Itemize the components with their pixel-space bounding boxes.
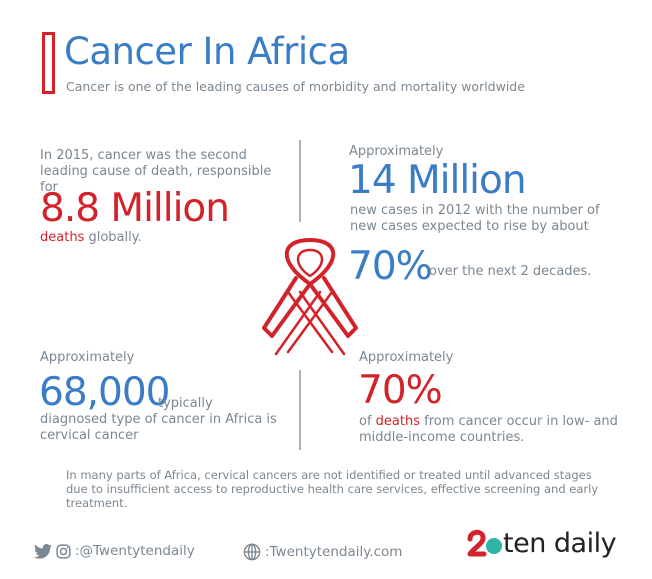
stat4-text-highlight: deaths: [375, 414, 420, 429]
stat4-approx: Approximately: [359, 350, 454, 365]
stat3-approx: Approximately: [40, 350, 135, 365]
website-link[interactable]: :Twentytendaily.com: [243, 543, 402, 561]
website-text[interactable]: :Twentytendaily.com: [265, 544, 403, 560]
brand-logo: ten daily: [467, 528, 617, 559]
stat4-text-post: from cancer occur in low- and middle-inc…: [359, 414, 618, 445]
social-handle-text[interactable]: :@Twentytendaily: [75, 543, 195, 559]
stat1-tail: deaths globally.: [40, 230, 142, 246]
stat4-text-pre: of: [359, 414, 376, 429]
stat1-text: In 2015, cancer was the second leading c…: [40, 148, 272, 195]
page-subtitle: Cancer is one of the leading causes of m…: [66, 79, 525, 94]
stat2-text: new cases in 2012 with the number of new…: [350, 203, 600, 234]
title-accent-bar: [42, 32, 55, 94]
stat2-approx: Approximately: [349, 144, 444, 159]
footnote: In many parts of Africa, cervical cancer…: [66, 468, 599, 510]
stat1-tail-highlight: deaths: [40, 230, 85, 245]
social-handle[interactable]: :@Twentytendaily: [34, 543, 195, 559]
stat1-tail-text: globally.: [84, 230, 142, 245]
stat2-big-number: 14 Million: [348, 158, 527, 203]
stat4-text: of deaths from cancer occur in low- and …: [359, 414, 619, 446]
stat4-big-number: 70%: [358, 368, 443, 413]
divider-top: [299, 140, 301, 222]
stat3-typically: typically: [158, 396, 213, 411]
stat3-text: diagnosed type of cancer in Africa is ce…: [40, 412, 277, 443]
stat1-big-number: 8.8 Million: [40, 186, 230, 231]
page-title: Cancer In Africa: [64, 30, 350, 73]
stat2-percent: 70%: [348, 244, 433, 289]
awareness-ribbon-icon: [262, 238, 358, 356]
divider-bottom: [299, 370, 301, 450]
logo-text: ten daily: [503, 528, 617, 559]
globe-icon[interactable]: [243, 543, 261, 561]
stat3-big-number: 68,000: [39, 370, 170, 415]
twenty-logo-icon: [467, 529, 502, 556]
instagram-icon[interactable]: [56, 543, 71, 559]
twitter-icon[interactable]: [34, 543, 52, 559]
stat2-percent-tail: over the next 2 decades.: [429, 264, 592, 279]
